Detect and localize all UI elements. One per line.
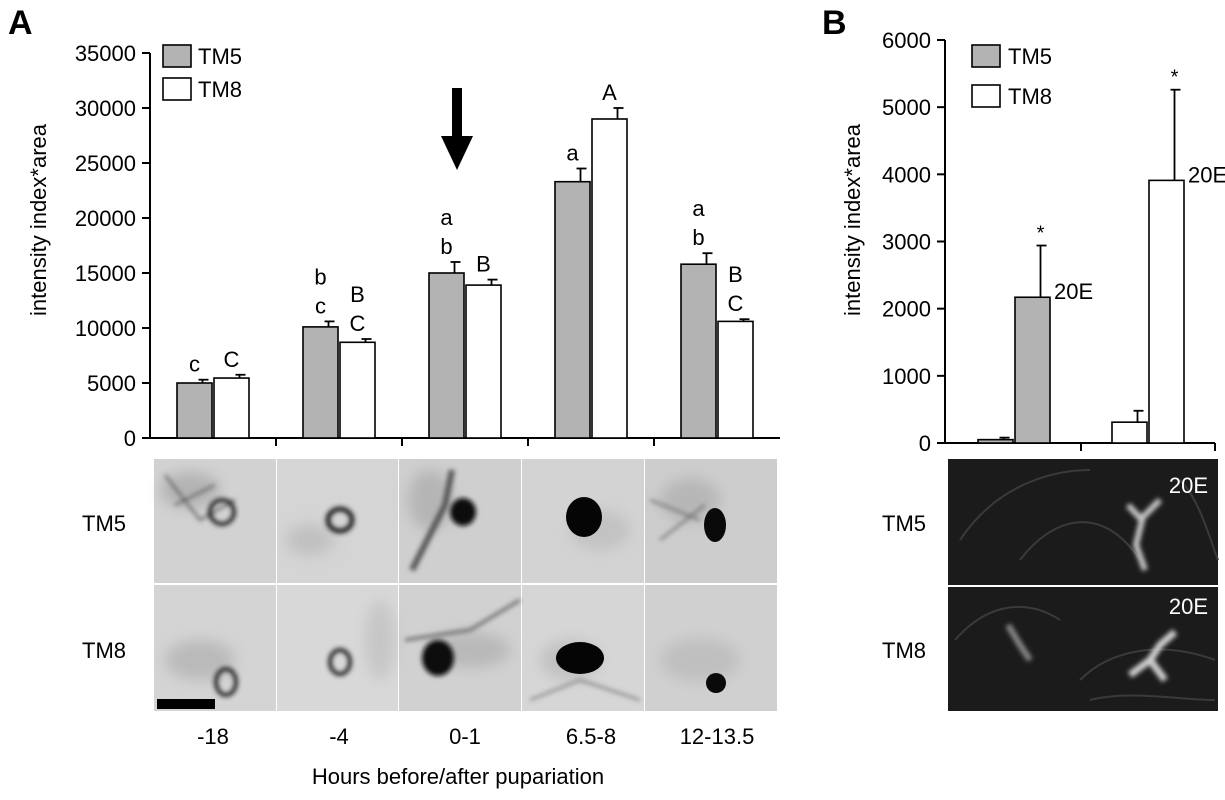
row-label-a-tm5: TM5 <box>82 511 126 536</box>
legend-label: TM5 <box>1008 44 1052 69</box>
y-tick-label: 15000 <box>75 261 136 286</box>
significance-label: C <box>728 291 744 316</box>
micrograph-grid-b <box>948 459 1219 711</box>
y-tick-label: 4000 <box>882 162 931 187</box>
significance-label: b <box>440 234 452 259</box>
y-tick-label: 1000 <box>882 364 931 389</box>
micrograph-row-tm8 <box>154 585 777 711</box>
y-tick-label: 30000 <box>75 96 136 121</box>
legend-label: TM8 <box>1008 84 1052 109</box>
micrograph-grid-a <box>154 459 777 711</box>
significance-label: b <box>692 225 704 250</box>
x-tick-label: 0-1 <box>449 724 481 749</box>
significance-star: * <box>1037 223 1045 245</box>
legend-swatch <box>971 44 1001 68</box>
row-label-a-tm8: TM8 <box>82 638 126 663</box>
legend-swatch <box>162 44 192 68</box>
bar <box>339 341 376 439</box>
y-tick-label: 3000 <box>882 230 931 255</box>
y-tick-label: 2000 <box>882 297 931 322</box>
significance-label: c <box>315 293 326 318</box>
significance-label: B <box>350 282 365 307</box>
y-tick-label: 5000 <box>87 371 136 396</box>
y-axis-title-a: intensity index*area <box>26 123 51 316</box>
panel-letter-b: B <box>822 4 847 42</box>
significance-label: c <box>189 352 200 377</box>
y-tick-label: 6000 <box>882 28 931 53</box>
treatment-label: 20E <box>1188 162 1225 187</box>
scale-bar <box>157 699 215 709</box>
chart-b: 0 1000 2000 3000 4000 5000 6000 * 20E * 20E TM5 TM8 <box>882 28 1225 456</box>
significance-label: a <box>566 141 579 166</box>
row-label-b-tm8: TM8 <box>882 638 926 663</box>
bar <box>302 326 339 439</box>
image-label-b-bottom: 20E <box>1169 594 1208 619</box>
significance-label: a <box>440 205 453 230</box>
chart-a: 0 5000 10000 15000 20000 25000 30000 35000 -18 -4… <box>75 41 780 749</box>
y-tick-label: 20000 <box>75 206 136 231</box>
y-tick-label: 10000 <box>75 316 136 341</box>
x-tick-label: -18 <box>197 724 229 749</box>
y-tick-label: 35000 <box>75 41 136 66</box>
bar <box>1014 296 1051 444</box>
significance-label: C <box>350 311 366 336</box>
significance-label: B <box>728 262 743 287</box>
x-tick-label: 6.5-8 <box>566 724 616 749</box>
significance-label: a <box>692 196 705 221</box>
legend-swatch <box>162 77 192 101</box>
y-tick-label: 0 <box>124 426 136 451</box>
row-label-b-tm5: TM5 <box>882 511 926 536</box>
significance-label: A <box>602 80 617 105</box>
micrograph-row-tm5 <box>154 459 777 583</box>
x-axis-title: Hours before/after pupariation <box>312 764 604 789</box>
bar <box>1111 421 1148 444</box>
image-label-b-top: 20E <box>1169 473 1208 498</box>
bar <box>213 377 250 439</box>
bar <box>1148 179 1185 444</box>
y-tick-label: 5000 <box>882 95 931 120</box>
bar <box>428 272 465 439</box>
bar <box>591 118 628 439</box>
significance-label: B <box>476 252 491 277</box>
significance-label: b <box>314 264 326 289</box>
arrow-annotation <box>441 88 473 170</box>
y-axis-title-b: intensity index*area <box>840 123 865 316</box>
y-tick-label: 25000 <box>75 151 136 176</box>
significance-label: C <box>224 347 240 372</box>
bar <box>176 382 213 439</box>
bar <box>554 180 591 439</box>
bar <box>680 263 717 439</box>
treatment-label: 20E <box>1054 279 1093 304</box>
legend-label: TM5 <box>198 44 242 69</box>
x-tick-label: 12-13.5 <box>680 724 755 749</box>
x-tick-label: -4 <box>329 724 349 749</box>
bar <box>717 320 754 439</box>
y-tick-label: 0 <box>919 431 931 456</box>
legend-label: TM8 <box>198 77 242 102</box>
panel-letter-a: A <box>8 4 33 42</box>
legend-swatch <box>971 84 1001 108</box>
significance-star: * <box>1171 67 1179 89</box>
bar <box>465 284 502 439</box>
bar <box>977 438 1014 444</box>
